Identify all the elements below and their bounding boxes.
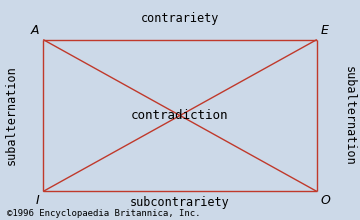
- Text: ©1996 Encyclopaedia Britannica, Inc.: ©1996 Encyclopaedia Britannica, Inc.: [7, 209, 201, 218]
- Text: A: A: [31, 24, 40, 37]
- Text: subcontrariety: subcontrariety: [130, 196, 230, 209]
- Text: subalternation: subalternation: [343, 66, 356, 165]
- Text: contradiction: contradiction: [131, 109, 229, 122]
- Text: O: O: [320, 194, 330, 207]
- Text: contrariety: contrariety: [141, 12, 219, 25]
- Text: E: E: [320, 24, 328, 37]
- Text: subalternation: subalternation: [4, 66, 17, 165]
- Text: I: I: [36, 194, 40, 207]
